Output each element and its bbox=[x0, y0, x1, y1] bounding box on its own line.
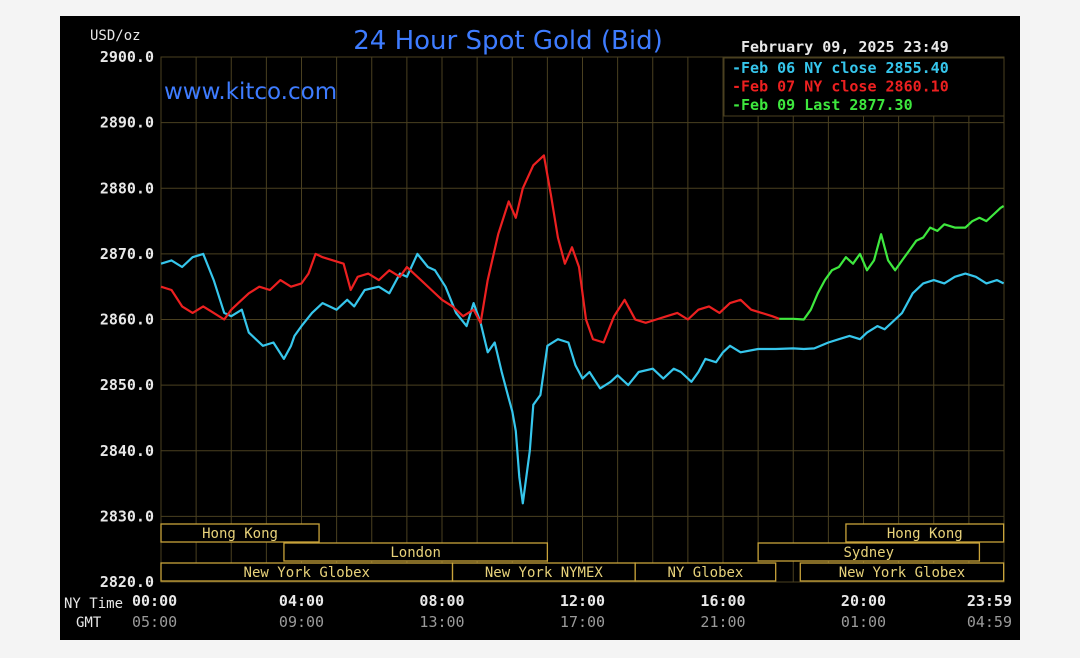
ny-time-row-label: NY Time bbox=[64, 596, 123, 612]
x-tick-label-ny: 04:00 bbox=[279, 592, 324, 610]
x-tick-label-gmt: 01:00 bbox=[841, 613, 886, 631]
legend-entry-feb09: -Feb 09 Last 2877.30 bbox=[732, 96, 913, 114]
gold-chart-panel: Hong Kong London New York Globex New York N… bbox=[60, 16, 1020, 640]
x-tick-label-gmt: 13:00 bbox=[419, 613, 464, 631]
chart-title: 24 Hour Spot Gold (Bid) bbox=[353, 26, 663, 56]
x-tick-label-gmt: 05:00 bbox=[132, 613, 177, 631]
x-tick-label-ny: 20:00 bbox=[841, 592, 886, 610]
session-label: New York Globex bbox=[244, 565, 370, 581]
y-axis-unit-label: USD/oz bbox=[90, 28, 141, 44]
session-band bbox=[845, 523, 1005, 543]
y-tick-label: 2890.0 bbox=[100, 114, 154, 132]
x-tick-label-ny: 00:00 bbox=[132, 592, 177, 610]
session-label: Sydney bbox=[843, 545, 894, 561]
grid-layer bbox=[160, 56, 1005, 583]
session-label: New York NYMEX bbox=[485, 565, 604, 581]
y-tick-label: 2820.0 bbox=[100, 573, 154, 591]
gold-price-chart: Hong Kong London New York Globex New York N… bbox=[64, 26, 1012, 631]
session-band bbox=[799, 562, 1005, 582]
series-line-feb06 bbox=[160, 252, 1005, 505]
session-label: Hong Kong bbox=[887, 526, 963, 542]
x-tick-label-gmt: 09:00 bbox=[279, 613, 324, 631]
y-tick-label: 2860.0 bbox=[100, 311, 154, 329]
legend-entry-feb06: -Feb 06 NY close 2855.40 bbox=[732, 59, 949, 77]
y-tick-label: 2900.0 bbox=[100, 48, 154, 66]
kitco-watermark: www.kitco.com bbox=[164, 79, 337, 105]
session-band bbox=[160, 523, 320, 543]
series-line-feb07 bbox=[160, 154, 780, 344]
session-band bbox=[283, 542, 549, 562]
price-series bbox=[160, 154, 1005, 505]
x-tick-label-gmt: 21:00 bbox=[700, 613, 745, 631]
session-band bbox=[634, 562, 777, 582]
axis-labels: 2900.0 2890.0 2880.0 2870.0 2860.0 2850.0 2840… bbox=[64, 48, 1012, 631]
y-tick-label: 2880.0 bbox=[100, 179, 154, 197]
x-tick-label-ny: 16:00 bbox=[700, 592, 745, 610]
session-band bbox=[757, 542, 981, 562]
series-line-feb09 bbox=[779, 205, 1005, 321]
x-tick-label-gmt: 17:00 bbox=[560, 613, 605, 631]
legend-entry-feb07: -Feb 07 NY close 2860.10 bbox=[732, 78, 949, 96]
x-tick-label-gmt: 04:59 bbox=[967, 613, 1012, 631]
session-label: NY Globex bbox=[668, 565, 744, 581]
y-tick-label: 2850.0 bbox=[100, 376, 154, 394]
chart-timestamp: February 09, 2025 23:49 bbox=[741, 38, 949, 56]
session-label: London bbox=[390, 545, 441, 561]
session-label: Hong Kong bbox=[202, 526, 278, 542]
y-tick-label: 2840.0 bbox=[100, 442, 154, 460]
x-tick-label-ny: 08:00 bbox=[419, 592, 464, 610]
y-tick-label: 2870.0 bbox=[100, 245, 154, 263]
trading-sessions: Hong Kong London New York Globex New York N… bbox=[160, 523, 1005, 582]
y-tick-label: 2830.0 bbox=[100, 507, 154, 525]
x-tick-label-ny: 23:59 bbox=[967, 592, 1012, 610]
chart-legend: -Feb 06 NY close 2855.40-Feb 07 NY close… bbox=[723, 57, 1005, 117]
session-label: New York Globex bbox=[839, 565, 965, 581]
gmt-row-label: GMT bbox=[76, 615, 102, 631]
legend-box bbox=[723, 57, 1005, 117]
x-tick-label-ny: 12:00 bbox=[560, 592, 605, 610]
